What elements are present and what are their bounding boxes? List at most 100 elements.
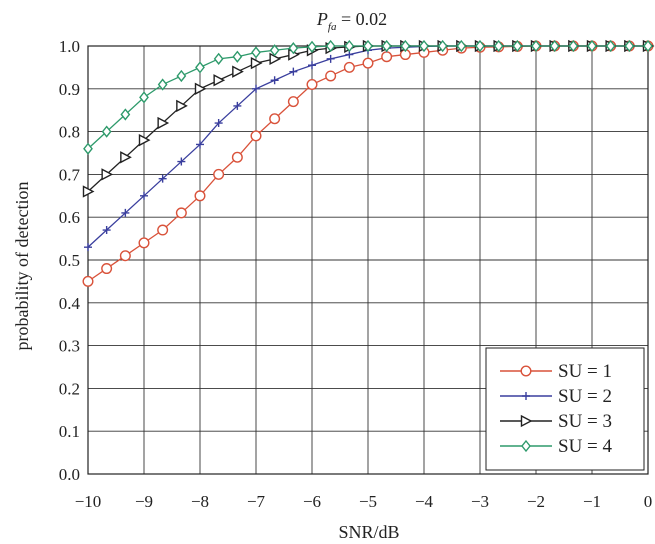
y-tick-label: 0.0 — [59, 465, 80, 484]
data-point — [101, 168, 114, 181]
legend-item: SU = 1 — [500, 361, 612, 382]
data-point — [158, 174, 167, 183]
data-point — [307, 40, 317, 53]
x-tick-label: −1 — [583, 492, 601, 511]
data-point — [362, 57, 374, 69]
data-point — [326, 54, 335, 63]
x-tick-label: −8 — [191, 492, 209, 511]
x-tick-label: −6 — [303, 492, 321, 511]
data-point — [213, 168, 225, 180]
legend-marker — [520, 414, 533, 428]
y-axis-label: probability of detection — [12, 182, 32, 351]
data-point — [102, 226, 111, 235]
data-point — [176, 99, 188, 113]
data-point — [176, 69, 187, 83]
legend-item: SU = 3 — [500, 411, 612, 432]
data-point — [252, 84, 260, 93]
data-point — [177, 157, 186, 166]
data-point — [139, 91, 149, 104]
y-tick-label: 0.8 — [59, 123, 80, 142]
data-point — [195, 61, 205, 74]
data-point — [213, 74, 226, 87]
data-point — [288, 42, 299, 55]
x-tick-label: −2 — [527, 492, 545, 511]
data-point — [138, 134, 151, 147]
data-point — [400, 39, 411, 53]
data-point — [140, 191, 148, 200]
data-point — [549, 39, 560, 53]
data-point — [437, 39, 448, 53]
legend: SU = 1 SU = 2 SU = 3 SU = 4 — [485, 347, 645, 471]
title-subscript: fa — [328, 21, 337, 33]
data-point — [343, 61, 355, 73]
x-tick-labels: −10 −9 −8 −7 −6 −5 −4 −3 −2 −1 0 — [75, 492, 653, 511]
data-point — [269, 44, 280, 57]
legend-marker — [522, 392, 530, 400]
data-point — [344, 39, 355, 53]
y-tick-label: 0.3 — [59, 337, 80, 356]
y-tick-label: 0.7 — [59, 165, 81, 184]
y-tick-label: 1.0 — [59, 37, 80, 56]
data-point — [121, 208, 130, 217]
legend-item: SU = 2 — [500, 386, 612, 407]
data-point — [157, 116, 170, 130]
data-point — [456, 39, 467, 53]
y-tick-label: 0.4 — [59, 294, 81, 313]
y-tick-label: 0.6 — [59, 208, 80, 227]
x-tick-label: −7 — [247, 492, 266, 511]
data-point — [82, 275, 94, 287]
legend-box — [485, 347, 645, 471]
data-point — [325, 70, 337, 82]
data-point — [120, 151, 132, 164]
data-point — [101, 263, 113, 275]
data-point — [605, 39, 616, 53]
data-point — [643, 39, 653, 53]
data-point — [568, 39, 579, 53]
x-tick-label: −5 — [359, 492, 377, 511]
x-tick-label: −10 — [75, 492, 102, 511]
data-point — [289, 67, 298, 76]
data-point — [493, 39, 504, 53]
data-point — [84, 243, 92, 252]
data-point — [475, 39, 485, 53]
chart-title: Pfa = 0.02 — [316, 9, 387, 33]
data-point — [269, 113, 281, 125]
data-point — [512, 39, 523, 53]
x-axis-label: SNR/dB — [338, 522, 399, 542]
data-point — [157, 224, 169, 236]
data-point — [138, 237, 150, 249]
data-point — [624, 39, 635, 53]
legend-marker — [520, 365, 532, 377]
data-point — [381, 39, 392, 53]
legend-label: SU = 3 — [558, 411, 612, 432]
data-point — [587, 39, 597, 53]
data-point — [157, 78, 168, 91]
data-point — [213, 52, 224, 65]
data-point — [232, 50, 243, 63]
data-point — [83, 142, 93, 155]
legend-label: SU = 1 — [558, 361, 612, 382]
x-tick-label: −9 — [135, 492, 153, 511]
data-point — [82, 185, 95, 198]
x-tick-label: 0 — [644, 492, 653, 511]
data-point — [325, 39, 336, 53]
data-point — [269, 52, 282, 65]
data-point — [119, 250, 131, 262]
data-point — [287, 96, 299, 108]
data-point — [270, 76, 279, 85]
x-tick-label: −4 — [415, 492, 434, 511]
data-point — [250, 130, 262, 142]
data-point — [308, 61, 316, 70]
title-main: P — [316, 9, 328, 29]
x-tick-label: −3 — [471, 492, 489, 511]
data-point — [231, 151, 243, 163]
data-point — [175, 207, 187, 219]
legend-marker — [521, 439, 531, 453]
data-point — [194, 190, 206, 202]
series-4 — [83, 39, 653, 155]
y-tick-label: 0.5 — [59, 251, 80, 270]
data-point — [531, 39, 541, 53]
data-point — [194, 82, 207, 95]
data-point — [251, 46, 261, 59]
